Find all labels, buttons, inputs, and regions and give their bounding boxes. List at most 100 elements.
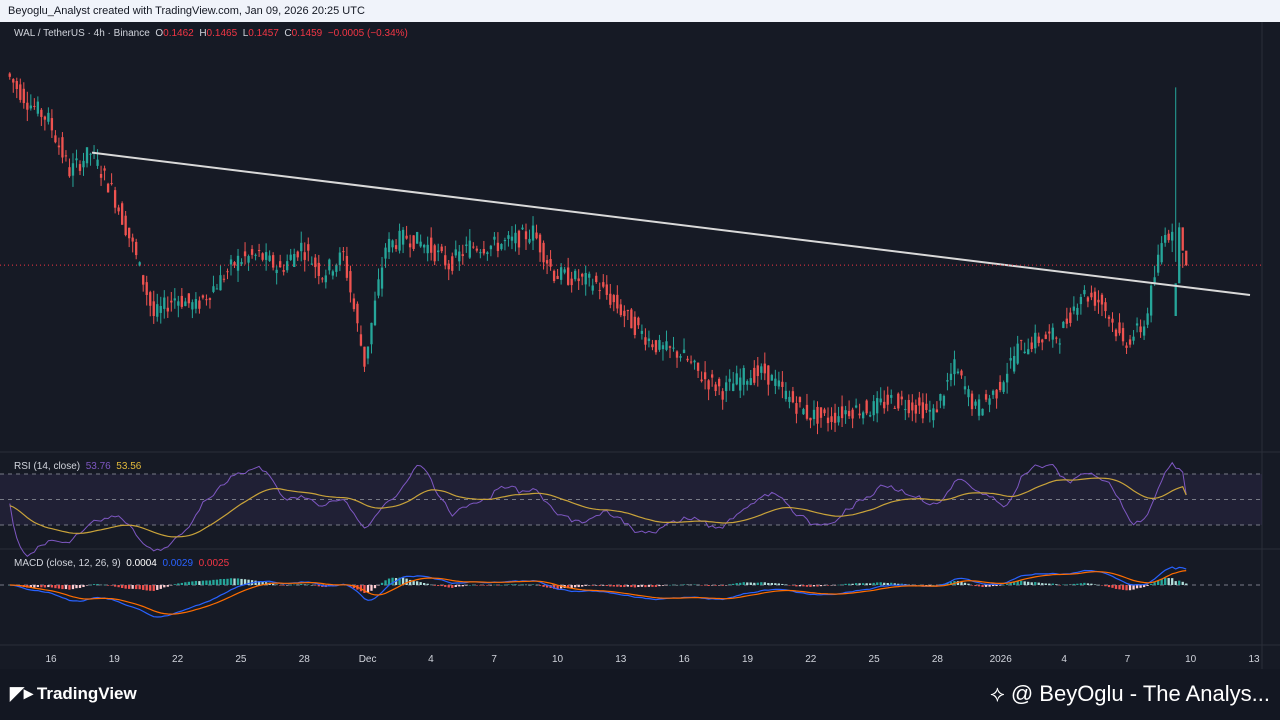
macd-hist-bar (412, 581, 415, 585)
macd-hist-bar (254, 580, 257, 585)
candle-body (577, 278, 580, 282)
macd-hist-bar (921, 585, 925, 586)
chart-area[interactable]: 16 19 22 25 28 Dec 4 7 10 13 16 19 22 25 28 2026 4 7 10 13 … (0, 22, 1280, 669)
candle-body (307, 244, 310, 251)
candle-body (458, 251, 461, 262)
macd-hist-bar (893, 583, 896, 585)
macd-hist-bar (440, 585, 443, 587)
x-axis-label: Dec (359, 654, 377, 665)
candle-body (633, 316, 637, 335)
candle-body (605, 284, 608, 295)
candle-body (135, 241, 138, 256)
macd-hist-bar (458, 585, 461, 587)
tradingview-logo[interactable]: ◤▸ TradingView (10, 683, 137, 704)
macd-hist-bar (1100, 585, 1104, 586)
candle-body (454, 249, 457, 256)
candle-body (236, 255, 240, 271)
macd-hist-bar (588, 585, 591, 586)
candle-body (988, 398, 991, 405)
candle-body (696, 362, 700, 371)
candle-body (911, 402, 914, 411)
macd-hist-bar (851, 583, 854, 585)
macd-hist-bar (152, 585, 155, 591)
macd-hist-bar (493, 584, 496, 586)
candle-body (682, 349, 686, 354)
macd-hist-bar (1104, 585, 1107, 587)
macd-hist-bar (595, 585, 598, 586)
candle-body (616, 294, 619, 309)
macd-hist-bar (486, 585, 489, 586)
candle-body (215, 288, 219, 290)
candle-body (15, 80, 18, 89)
candle-body (173, 298, 176, 301)
candle-body (82, 160, 85, 168)
macd-hist-bar (545, 585, 549, 588)
chart-canvas[interactable]: 16 19 22 25 28 Dec 4 7 10 13 16 19 22 25 28 2026 4 7 10 13 (0, 22, 1280, 669)
candle-body (68, 167, 71, 177)
macd-hist-bar (1093, 584, 1097, 585)
candle-body (177, 301, 180, 306)
x-axis-label: 16 (679, 654, 691, 665)
candle-body (152, 301, 155, 317)
candle-body (798, 397, 802, 403)
open-key: O (155, 28, 164, 39)
macd-hist-bar (756, 582, 759, 585)
candle-body (430, 237, 433, 253)
macd-hist-bar (57, 585, 61, 589)
macd-hist-bar (92, 584, 96, 585)
candle-body (264, 252, 268, 260)
macd-hist-bar (387, 578, 391, 585)
candle-body (1090, 292, 1093, 298)
macd-hist-bar (226, 578, 229, 585)
macd-hist-bar (229, 578, 233, 585)
candle-body (394, 245, 398, 249)
author-credit: ⟡ @ BeyOglu - The Analys... (990, 681, 1270, 707)
macd-hist-bar (415, 581, 419, 585)
macd-hist-bar (40, 585, 43, 588)
macd-hist-bar (967, 583, 970, 585)
candle-body (352, 298, 356, 310)
macd-hist-bar (897, 583, 900, 585)
candle-body (205, 299, 208, 301)
macd-hist-bar (1062, 584, 1065, 586)
candle-body (1005, 373, 1009, 383)
candle-body (788, 396, 791, 402)
candle-body (521, 227, 524, 230)
macd-hist-bar (257, 580, 261, 585)
macd-hist-bar (1114, 585, 1118, 589)
candle-body (219, 275, 222, 291)
x-axis-label: 22 (805, 654, 817, 665)
candle-body (314, 257, 317, 268)
macd-hist-bar (247, 579, 250, 585)
candle-body (465, 244, 468, 246)
macd-hist-bar (865, 583, 868, 585)
macd-hist-bar (675, 584, 679, 586)
candle-body (1121, 328, 1125, 342)
candle-body (500, 243, 503, 250)
macd-hist-bar (974, 585, 977, 587)
macd-hist-bar (872, 582, 875, 585)
macd-hist-bar (805, 585, 809, 587)
macd-hist-bar (293, 584, 296, 586)
candle-body (753, 367, 756, 383)
candle-body (630, 309, 633, 329)
macd-hist-bar (208, 580, 212, 585)
candle-body (510, 236, 514, 241)
candle-body (742, 368, 745, 385)
candle-body (574, 270, 577, 280)
macd-hist-bar (977, 585, 981, 587)
candle-body (194, 299, 198, 309)
macd-hist-bar (1009, 582, 1012, 585)
macd-hist-bar (732, 583, 735, 585)
macd-hist-bar (847, 583, 851, 585)
macd-hist-bar (191, 581, 194, 585)
candle-body (496, 242, 500, 252)
candle-body (865, 400, 868, 414)
candle-body (296, 251, 299, 258)
macd-hist-bar (1044, 583, 1047, 585)
macd-hist-bar (201, 580, 205, 585)
candle-body (781, 381, 784, 387)
macd-hist-bar (286, 585, 289, 586)
candle-body (419, 241, 422, 247)
candle-body (1118, 322, 1121, 334)
